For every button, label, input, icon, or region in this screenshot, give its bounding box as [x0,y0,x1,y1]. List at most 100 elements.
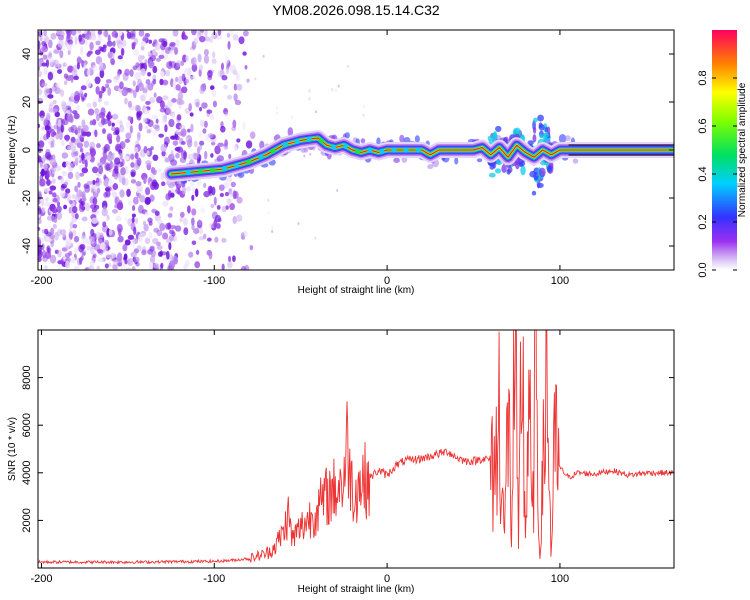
noise-speck [148,261,154,270]
noise-speck [62,62,67,67]
noise-speck [71,206,78,214]
noise-speck [143,92,147,98]
noise-speck [240,266,247,270]
noise-speck [91,166,99,174]
noise-speck [207,70,213,78]
noise-speck [124,258,128,265]
noise-speck [119,141,126,150]
noise-speck [104,263,109,269]
noise-speck [212,100,218,108]
noise-speck [226,198,232,205]
x-tick-label: 100 [551,573,569,585]
noise-speck [191,194,195,201]
noise-speck [189,75,197,81]
noise-speck [175,152,180,159]
noise-speck [203,190,210,198]
noise-speck [127,258,134,267]
noise-speck [133,226,137,236]
noise-speck [145,160,152,166]
noise-speck [44,265,48,270]
noise-speck [78,37,86,45]
noise-speck [53,124,59,130]
noise-speck [173,62,181,71]
noise-speck [175,84,181,91]
noise-speck [111,113,119,120]
noise-speck [212,51,216,59]
noise-speck [113,75,120,80]
noise-speck [65,260,70,269]
noise-speck [191,224,195,231]
noise-speck [101,128,106,135]
ridge-burst [538,167,546,178]
noise-speck [194,188,199,198]
noise-speck [202,233,207,240]
noise-speck [87,50,93,55]
noise-speck [198,236,205,241]
noise-speck [65,134,70,142]
ridge-halo [572,158,579,164]
noise-speck [55,82,61,89]
noise-speck [38,40,41,50]
noise-speck [172,30,179,37]
ridge-hotspot [234,162,240,169]
noise-speck [98,165,104,175]
noise-speck [219,192,225,198]
noise-speck [149,97,156,104]
noise-speck [159,107,166,113]
noise-speck [60,124,64,133]
ridge-halo [454,157,459,165]
noise-speck [57,119,62,127]
noise-speck [174,135,180,141]
noise-speck [200,207,205,214]
noise-speck [191,240,197,246]
noise-speck [124,138,131,143]
noise-speck [38,190,42,195]
noise-speck [45,112,51,120]
noise-speck [144,107,148,116]
noise-speck [83,60,88,66]
noise-speck [181,140,186,146]
noise-speck [102,221,107,228]
y-tick-label: 2000 [21,508,33,532]
noise-speck [95,85,100,95]
ridge-hotspot [246,159,252,165]
noise-speck [47,94,54,99]
x-tick-label: -200 [30,275,52,287]
noise-speck [68,228,72,234]
noise-speck [48,57,54,67]
noise-speck [194,261,201,269]
ridge-hotspot [403,147,409,153]
noise-speck [72,65,78,73]
noise-speck [228,188,233,195]
noise-speck [59,190,66,198]
ridge-halo [414,135,420,143]
noise-speck [129,69,134,77]
noise-speck [191,30,197,36]
noise-speck [106,40,113,47]
noise-speck [91,208,97,213]
snr-frame [37,329,675,569]
noise-speck [209,114,215,121]
x-tick-label: 0 [384,573,390,585]
noise-speck [232,255,236,262]
noise-speck [67,49,71,56]
noise-speck [206,109,213,114]
noise-speck [51,85,58,92]
noise-speck [132,65,138,71]
noise-speck [75,157,79,166]
noise-speck [193,228,200,235]
noise-speck [203,182,207,188]
noise-speck [232,119,237,129]
noise-speck [102,31,106,37]
noise-speck [38,123,41,128]
noise-speck [125,132,132,140]
noise-speck [254,77,257,81]
noise-speck [189,112,194,117]
noise-speck [182,217,188,226]
ridge-burst [533,117,538,123]
noise-speck [196,178,202,187]
noise-speck [56,205,62,213]
noise-speck [61,152,69,159]
noise-speck [236,196,243,204]
